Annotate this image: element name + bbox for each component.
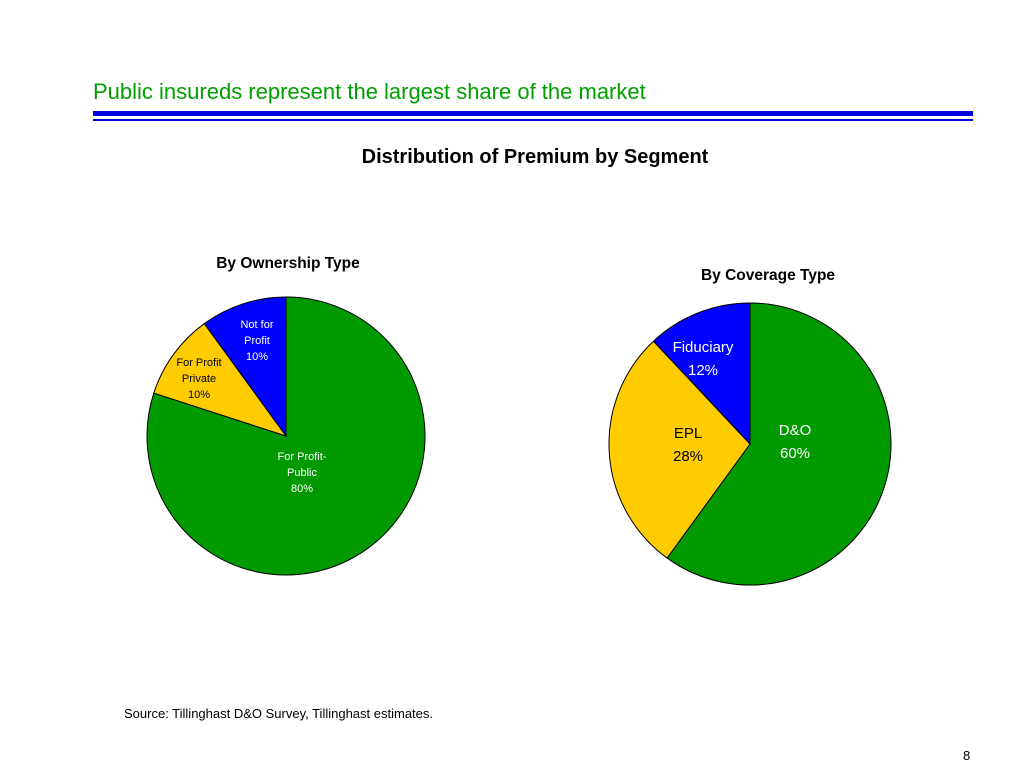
title-rule-thick: [93, 111, 973, 116]
pie1-slice-0-label: D&O 60%: [779, 422, 812, 462]
pie1-slice-2-label-line: Fiduciary: [673, 339, 734, 356]
pie1-slice-0: [666, 302, 892, 586]
pie1-slice-0-label-line: 60%: [780, 445, 810, 462]
pie0-slice-2-label: Not for Profit 10%: [240, 319, 273, 363]
pie0-slice-2-label-line: Not for: [240, 319, 273, 331]
pie0-slice-2-label-line: 10%: [246, 351, 268, 363]
pie1-slice-2-label: Fiduciary 12%: [673, 339, 734, 379]
pie0-slice-0-label: For Profit- Public 80%: [278, 451, 327, 495]
pie0-slice-1: [153, 322, 288, 437]
pie1-slice-1-label: EPL 28%: [673, 425, 703, 465]
pie0-slice-2-label-line: Profit: [244, 335, 270, 347]
pie0-slice-1-label: For Profit Private 10%: [176, 357, 221, 401]
pie1-slice-1-label-line: EPL: [674, 425, 702, 442]
pie0-slice-1-label-line: Private: [182, 373, 216, 385]
pie0-slice-1-label-line: 10%: [188, 389, 210, 401]
pie1-slice-2-label-line: 12%: [688, 362, 718, 379]
title-rule-thin: [93, 119, 973, 121]
ownership-pie-title: By Ownership Type: [216, 255, 360, 272]
pie1-slice-1-label-line: 28%: [673, 448, 703, 465]
ownership-pie: For Profit- Public 80% For Profit Private 10%…: [146, 296, 426, 576]
page-number: 8: [963, 748, 971, 763]
pie1-slice-1: [608, 340, 751, 559]
pie0-slice-0-label-line: For Profit-: [278, 451, 327, 463]
pie0-slice-0-label-line: 80%: [291, 483, 313, 495]
pie0-slice-0-label-line: Public: [287, 467, 317, 479]
pie1-slice-0-label-line: D&O: [779, 422, 812, 439]
pie0-slice-2: [203, 296, 287, 438]
source-note: Source: Tillinghast D&O Survey, Tillingh…: [124, 706, 433, 721]
coverage-pie-title: By Coverage Type: [700, 267, 836, 284]
slide-title: Public insureds represent the largest sh…: [93, 79, 646, 104]
chart-title: Distribution of Premium by Segment: [361, 146, 709, 168]
coverage-pie: D&O 60% EPL 28% Fiduciary 12%: [608, 302, 892, 586]
pie1-slice-2: [652, 302, 751, 446]
pie0-slice-1-label-line: For Profit: [176, 357, 221, 369]
